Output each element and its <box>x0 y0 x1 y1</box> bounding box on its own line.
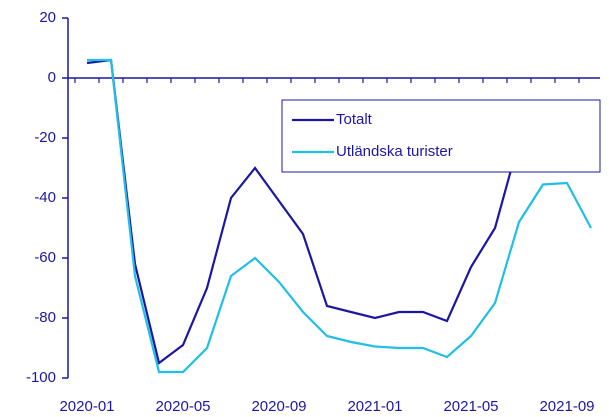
x-tick-label: 2020-09 <box>251 398 306 415</box>
legend-label: Totalt <box>336 111 373 128</box>
y-tick-label: -100 <box>26 369 56 386</box>
y-tick-label: -40 <box>34 189 56 206</box>
line-series <box>87 58 592 374</box>
x-tick-label: 2021-05 <box>443 398 498 415</box>
legend <box>281 99 601 173</box>
x-tick-label: 2020-01 <box>59 398 114 415</box>
x-tick-label: 2020-05 <box>155 398 210 415</box>
x-tick-label: 2021-01 <box>347 398 402 415</box>
y-tick-label: -20 <box>34 129 56 146</box>
legend-label: Utländska turister <box>336 143 453 160</box>
y-tick-label: 0 <box>48 69 56 86</box>
y-tick-label: -60 <box>34 249 56 266</box>
x-tick-label: 2021-09 <box>539 398 594 415</box>
line-series <box>86 58 592 365</box>
y-tick-label: -80 <box>34 309 56 326</box>
y-tick-label: 20 <box>39 9 56 26</box>
